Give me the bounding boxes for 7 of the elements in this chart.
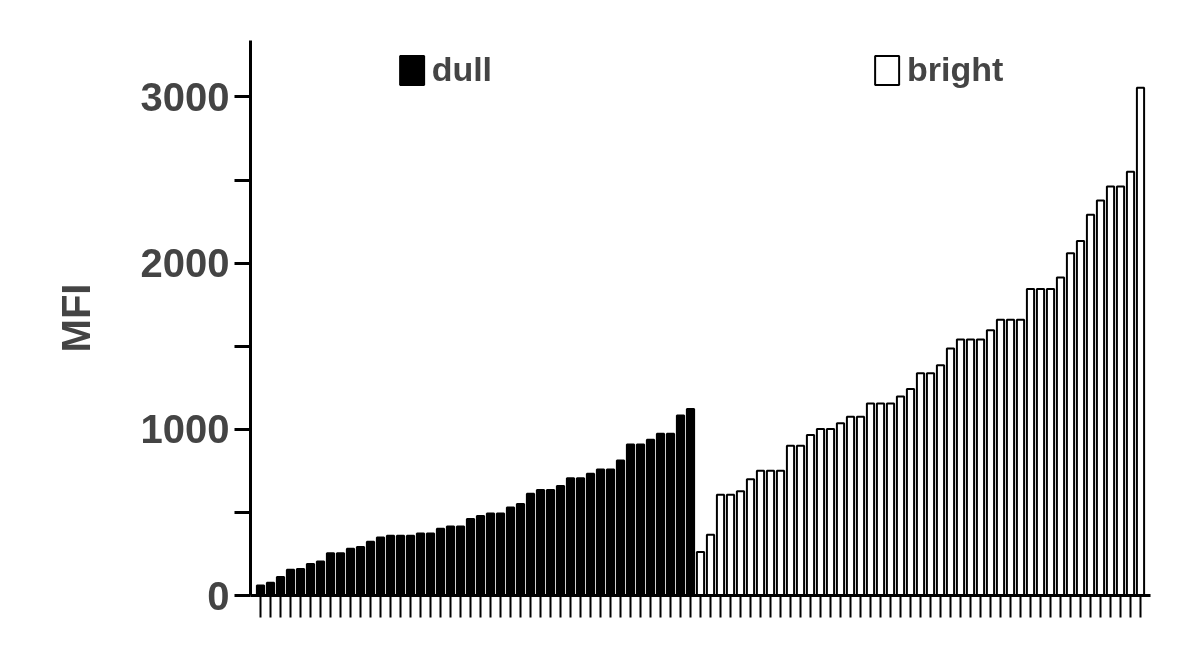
y-tick-label: 2000 <box>140 241 230 286</box>
legend-label: bright <box>907 50 1004 89</box>
y-tick-label: 1000 <box>140 407 230 452</box>
y-axis-title: MFI <box>53 283 98 353</box>
legend-label: dull <box>431 50 493 89</box>
y-tick-label: 3000 <box>140 75 230 119</box>
y-tick-label: 0 <box>207 573 230 618</box>
